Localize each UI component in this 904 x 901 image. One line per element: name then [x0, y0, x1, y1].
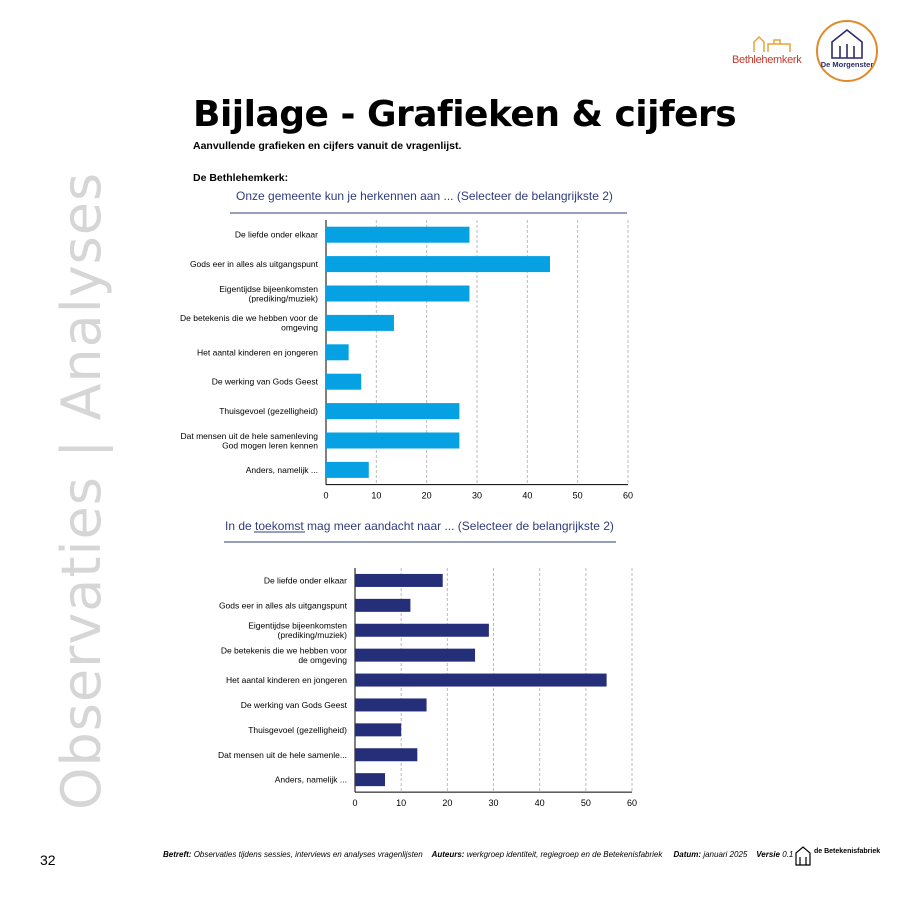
section-label: De Bethlehemkerk:: [193, 172, 289, 184]
chart-2-x-tick-label: 10: [396, 798, 406, 808]
category-label-line: omgeving: [281, 323, 318, 333]
charts-canvas: Onze gemeente kun je herkennen aan ... (…: [180, 189, 637, 808]
page-title: Bijlage - Grafieken & cijfers: [193, 94, 737, 135]
chart-1-category-label: Dat mensen uit de hele samenleving God mo…: [181, 431, 319, 451]
chart-1-category-label: De betekenis die we hebben voor de omgevi…: [180, 313, 318, 333]
chart-1-category-label: De werking van Gods Geest: [212, 377, 319, 387]
chart-1-x-tick-label: 30: [472, 491, 482, 501]
bethlehemkerk-name: Bethlehemkerk: [732, 54, 802, 66]
chart-2-bar: [355, 623, 489, 637]
category-label-line: De liefde onder elkaar: [264, 575, 347, 585]
chart-2-x-tick-label: 30: [488, 798, 498, 808]
church-building-icon: [831, 28, 863, 59]
chart-2-x-tick-label: 60: [627, 798, 637, 808]
chart-1-category-label: Eigentijdse bijeenkomsten (prediking/muzi…: [219, 284, 318, 304]
chart-1-x-tick-label: 40: [522, 491, 532, 501]
chart-1-x-tick-label: 10: [371, 491, 381, 501]
chart-1-x-tick-label: 20: [422, 491, 432, 501]
chart-2-category-label: De liefde onder elkaar: [264, 575, 347, 585]
chart-1-bar: [326, 432, 460, 449]
category-label-line: Anders, namelijk ...: [246, 465, 318, 475]
category-label-line: Anders, namelijk ...: [275, 775, 347, 785]
category-label-line: Thuisgevoel (gezelligheid): [219, 406, 318, 416]
chart-1-bar: [326, 285, 470, 302]
chart-1-bar: [326, 314, 394, 331]
chart-2-x-tick-label: 50: [581, 798, 591, 808]
footer-betreft-label: Betreft:: [163, 850, 192, 859]
chart-1-category-label: Thuisgevoel (gezelligheid): [219, 406, 318, 416]
chart-1-x-tick-label: 50: [573, 491, 583, 501]
footer-auteurs-label: Auteurs:: [431, 850, 465, 859]
chart-2-category-label: Eigentijdse bijeenkomsten (prediking/muzi…: [248, 621, 347, 641]
chart-2-bar: [355, 773, 386, 787]
chart-2-x-tick-label: 40: [535, 798, 545, 808]
category-label-line: Gods eer in alles als uitgangspunt: [190, 259, 319, 269]
footer: Betreft: Observaties tijdens sessies, in…: [163, 850, 793, 859]
footer-versie-text: 0.1: [782, 850, 794, 859]
chart-1-bar: [326, 373, 362, 390]
category-label-line: Eigentijdse bijeenkomsten: [219, 284, 318, 294]
footer-betreft-text: Observaties tijdens sessies, interviews …: [193, 850, 423, 859]
category-label-line: Dat mensen uit de hele samenleving: [181, 431, 319, 441]
category-label-line: De betekenis die we hebben voor de: [180, 313, 318, 323]
category-label-line: Het aantal kinderen en jongeren: [197, 347, 318, 357]
chart-2-bar: [355, 723, 402, 737]
morgenster-logo: De Morgenster: [816, 20, 878, 82]
chart-2-bar: [355, 648, 476, 662]
chart-1-bar: [326, 403, 460, 420]
chart-1-title: Onze gemeente kun je herkennen aan ... (…: [236, 189, 613, 203]
footer-datum-label: Datum:: [673, 850, 702, 859]
chart-2-category-label: De werking van Gods Geest: [241, 700, 348, 710]
footer-versie-label: Versie: [756, 850, 780, 859]
chart-2-title: In de toekomst mag meer aandacht naar ..…: [225, 519, 614, 533]
category-label-line: De betekenis die we hebben voor: [221, 645, 347, 655]
chart-1-bar: [326, 226, 470, 243]
category-label-line: De liefde onder elkaar: [235, 230, 318, 240]
chart-2-bar: [355, 698, 427, 712]
chart-1-bar: [326, 461, 369, 478]
category-label-line: (prediking/muziek): [249, 293, 319, 303]
chart-2-x-tick-label: 0: [352, 798, 357, 808]
category-label-line: Dat mensen uit de hele samenle...: [218, 750, 347, 760]
page-subtitle: Aanvullende grafieken en cijfers vanuit …: [193, 140, 462, 152]
footer-auteurs-text: werkgroep identiteit, regiegroep en de B…: [466, 850, 663, 859]
chart-2-x-tick-label: 20: [442, 798, 452, 808]
category-label-line: Gods eer in alles als uitgangspunt: [219, 600, 348, 610]
chart-1-x-tick-label: 60: [623, 491, 633, 501]
category-label-line: God mogen leren kennen: [222, 440, 318, 450]
chart-1-category-label: De liefde onder elkaar: [235, 230, 318, 240]
betekenisfabriek-logo: de Betekenisfabriek: [794, 845, 880, 867]
chart-2-category-label: Thuisgevoel (gezelligheid): [248, 725, 347, 735]
category-label-line: De werking van Gods Geest: [212, 377, 319, 387]
chart-2-category-label: Gods eer in alles als uitgangspunt: [219, 600, 348, 610]
chart-2-bar: [355, 673, 607, 687]
category-label-line: Thuisgevoel (gezelligheid): [248, 725, 347, 735]
chart-2-category-label: Anders, namelijk ...: [275, 775, 347, 785]
chart-1-bar: [326, 344, 349, 361]
chart-1-bar: [326, 256, 550, 273]
page-number: 32: [40, 852, 56, 868]
factory-icon: [795, 846, 811, 866]
chart-1-category-label: Gods eer in alles als uitgangspunt: [190, 259, 319, 269]
chart-1-category-label: Het aantal kinderen en jongeren: [197, 347, 318, 357]
chart-2-category-label: Dat mensen uit de hele samenle...: [218, 750, 347, 760]
chart-1-category-label: Anders, namelijk ...: [246, 465, 318, 475]
category-label-line: Het aantal kinderen en jongeren: [226, 675, 347, 685]
category-label-line: (prediking/muziek): [278, 630, 348, 640]
chart-2-bar: [355, 573, 443, 587]
footer-datum-text: januari 2025: [703, 850, 748, 859]
category-label-line: De werking van Gods Geest: [241, 700, 348, 710]
chart-1-x-tick-label: 0: [323, 491, 328, 501]
chart-2-category-label: De betekenis die we hebben voor de omgevi…: [221, 645, 347, 665]
category-label-line: Eigentijdse bijeenkomsten: [248, 621, 347, 631]
category-label-line: de omgeving: [298, 655, 347, 665]
bethlehemkerk-logo: Bethlehemkerk: [730, 34, 810, 70]
church-icon: [753, 35, 791, 52]
chart-2-bar: [355, 598, 411, 612]
chart-2-category-label: Het aantal kinderen en jongeren: [226, 675, 347, 685]
betekenisfabriek-name: de Betekenisfabriek: [814, 848, 881, 855]
chart-2-bar: [355, 748, 418, 762]
morgenster-name: De Morgenster: [820, 60, 874, 69]
